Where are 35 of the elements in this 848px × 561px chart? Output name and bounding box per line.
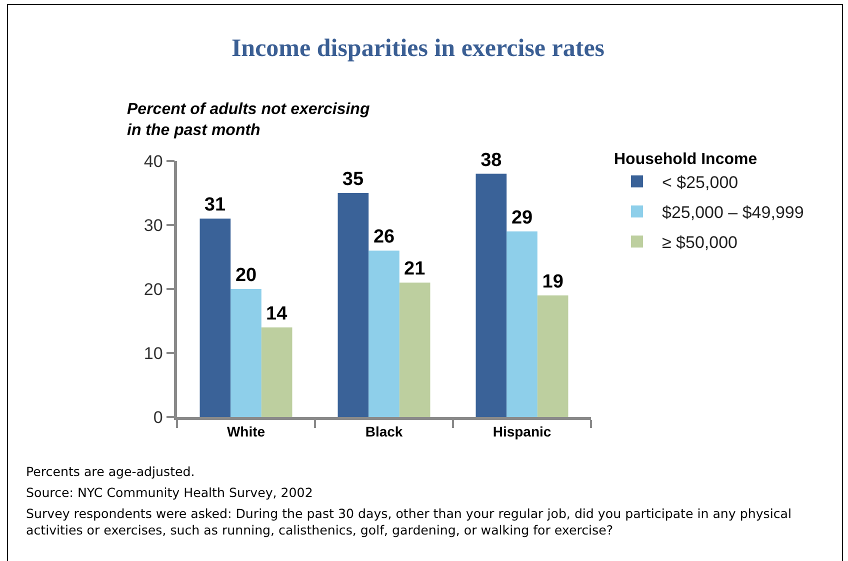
text: Survey respondents were asked: During the past 30 days, other than your regular job, did you participate in any physical activities or exercises, such as running, calisthenics, golf, gardening, or walking for exercise? [26,506,792,538]
bar [261,327,292,417]
bar [506,231,538,417]
legend-label: $25,000 – $49,999 [662,203,804,222]
y-tick-label: 0 [153,408,163,427]
legend-title: Household Income [614,150,758,168]
bar [200,218,231,417]
source-note: Source: NYC Community Health Survey, 2002 [26,485,313,500]
data-label: 14 [266,303,288,324]
bar [476,174,507,417]
y-tick-label: 30 [144,216,163,235]
y-axis-title: Percent of adults not exercising in the past month [127,101,370,139]
bar [399,282,430,417]
y-tick-label: 10 [144,344,163,363]
data-label: 21 [404,258,426,280]
data-label: 29 [511,207,533,228]
data-label: 19 [542,271,564,292]
legend-label: < $25,000 [662,172,738,192]
data-label: 26 [373,226,395,248]
y-tick-label: 20 [144,280,163,299]
text: Percents are age-adjusted. [26,464,195,479]
data-label: 20 [235,265,257,286]
bar [537,295,568,417]
bar [338,193,369,417]
data-label: 35 [342,169,364,190]
x-tick-label: Hispanic [492,424,552,440]
data-label: 31 [204,194,226,216]
y-tick-label: 40 [144,152,163,171]
x-tick-label: Black [365,424,403,440]
data-label: 38 [480,150,502,171]
chart-title: Income disparities in exercise rates [231,34,605,62]
bar [230,289,262,417]
x-tick-label: White [226,424,266,440]
legend-label: ≥ $50,000 [662,233,738,252]
bar [368,250,400,417]
